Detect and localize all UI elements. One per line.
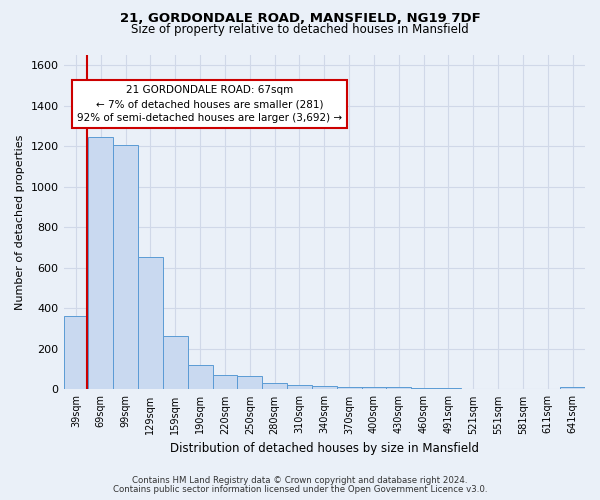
Text: 21, GORDONDALE ROAD, MANSFIELD, NG19 7DF: 21, GORDONDALE ROAD, MANSFIELD, NG19 7DF <box>119 12 481 26</box>
Bar <box>262 382 287 390</box>
Bar <box>411 388 436 390</box>
Bar <box>64 316 88 390</box>
X-axis label: Distribution of detached houses by size in Mansfield: Distribution of detached houses by size … <box>170 442 479 455</box>
Bar <box>362 388 386 390</box>
Bar <box>560 387 585 390</box>
Bar <box>312 386 337 390</box>
Bar <box>337 387 362 390</box>
Text: Size of property relative to detached houses in Mansfield: Size of property relative to detached ho… <box>131 22 469 36</box>
Bar <box>138 256 163 390</box>
Y-axis label: Number of detached properties: Number of detached properties <box>15 134 25 310</box>
Bar <box>163 336 188 390</box>
Text: Contains HM Land Registry data © Crown copyright and database right 2024.: Contains HM Land Registry data © Crown c… <box>132 476 468 485</box>
Bar <box>188 365 212 390</box>
Bar <box>436 388 461 390</box>
Text: Contains public sector information licensed under the Open Government Licence v3: Contains public sector information licen… <box>113 485 487 494</box>
Bar <box>287 385 312 390</box>
Bar <box>113 145 138 390</box>
Bar <box>88 137 113 390</box>
Bar <box>212 375 238 390</box>
Bar <box>386 388 411 390</box>
Text: 21 GORDONDALE ROAD: 67sqm
← 7% of detached houses are smaller (281)
92% of semi-: 21 GORDONDALE ROAD: 67sqm ← 7% of detach… <box>77 85 342 123</box>
Bar <box>238 376 262 390</box>
Bar <box>461 389 485 390</box>
